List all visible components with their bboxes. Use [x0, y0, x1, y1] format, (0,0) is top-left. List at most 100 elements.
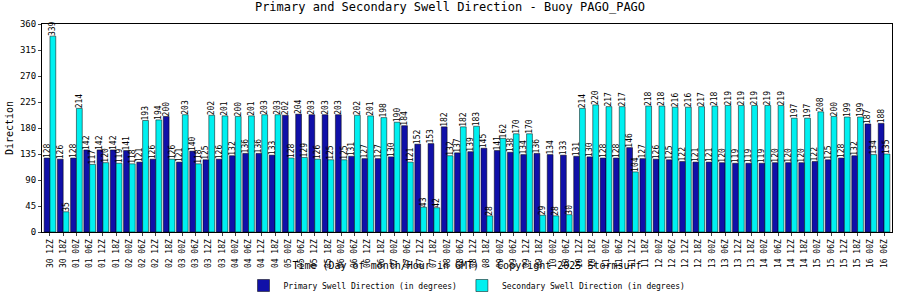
- svg-text:42: 42: [432, 198, 441, 208]
- svg-text:203: 203: [307, 100, 316, 115]
- svg-text:09 06Z: 09 06Z: [509, 239, 518, 268]
- svg-text:30 18Z: 30 18Z: [59, 239, 68, 268]
- svg-text:126: 126: [168, 145, 177, 160]
- svg-text:202: 202: [353, 101, 362, 116]
- svg-text:08 06Z: 08 06Z: [456, 239, 465, 268]
- svg-text:12 00Z: 12 00Z: [655, 239, 664, 268]
- svg-text:119: 119: [731, 149, 740, 164]
- svg-text:214: 214: [75, 94, 84, 109]
- svg-text:270: 270: [20, 71, 36, 81]
- svg-text:03 18Z: 03 18Z: [218, 239, 227, 268]
- svg-text:01 00Z: 01 00Z: [72, 239, 81, 268]
- svg-text:12 06Z: 12 06Z: [668, 239, 677, 268]
- svg-text:120: 120: [784, 148, 793, 163]
- svg-text:03 12Z: 03 12Z: [204, 239, 213, 268]
- svg-text:135: 135: [882, 139, 891, 154]
- svg-text:07 06Z: 07 06Z: [403, 239, 412, 268]
- svg-text:11 12Z: 11 12Z: [628, 239, 637, 268]
- svg-text:02 18Z: 02 18Z: [165, 239, 174, 268]
- svg-text:133: 133: [559, 141, 568, 156]
- svg-text:126: 126: [215, 145, 224, 160]
- svg-text:128: 128: [837, 143, 846, 158]
- svg-text:Time (Day of month/Hour in GMT: Time (Day of month/Hour in GMT) - Copyri…: [292, 260, 641, 271]
- svg-text:15 06Z: 15 06Z: [827, 239, 836, 268]
- svg-text:Primary and Secondary Swell Di: Primary and Secondary Swell Direction - …: [255, 0, 645, 14]
- svg-text:Primary Swell Direction (in de: Primary Swell Direction (in degrees): [284, 282, 457, 291]
- svg-text:11 00Z: 11 00Z: [602, 239, 611, 268]
- svg-text:121: 121: [135, 147, 144, 162]
- svg-text:04 12Z: 04 12Z: [257, 239, 266, 268]
- svg-text:132: 132: [850, 141, 859, 156]
- svg-text:14 00Z: 14 00Z: [761, 239, 770, 268]
- svg-text:145: 145: [479, 134, 488, 149]
- svg-text:03 06Z: 03 06Z: [191, 239, 200, 268]
- svg-text:01 18Z: 01 18Z: [112, 239, 121, 268]
- svg-text:05 00Z: 05 00Z: [284, 239, 293, 268]
- svg-text:104: 104: [631, 157, 640, 172]
- svg-text:117: 117: [88, 150, 97, 165]
- svg-text:190: 190: [393, 108, 402, 123]
- svg-text:136: 136: [532, 139, 541, 154]
- svg-text:30 12Z: 30 12Z: [46, 239, 55, 268]
- svg-text:06 18Z: 06 18Z: [377, 239, 386, 268]
- svg-text:129: 129: [300, 143, 309, 158]
- svg-text:203: 203: [334, 100, 343, 115]
- svg-text:120: 120: [797, 148, 806, 163]
- svg-text:09 12Z: 09 12Z: [522, 239, 531, 268]
- svg-text:203: 203: [321, 100, 330, 115]
- svg-text:219: 219: [777, 91, 786, 106]
- svg-text:170: 170: [525, 119, 534, 134]
- svg-text:134: 134: [869, 140, 878, 155]
- svg-text:08 00Z: 08 00Z: [443, 239, 452, 268]
- svg-text:217: 217: [697, 92, 706, 107]
- svg-text:125: 125: [824, 145, 833, 160]
- svg-text:02 00Z: 02 00Z: [125, 239, 134, 268]
- svg-text:118: 118: [128, 149, 137, 164]
- svg-text:132: 132: [228, 141, 237, 156]
- svg-text:134: 134: [546, 140, 555, 155]
- svg-text:09 00Z: 09 00Z: [496, 239, 505, 268]
- svg-text:193: 193: [141, 106, 150, 121]
- svg-text:125: 125: [201, 145, 210, 160]
- svg-text:121: 121: [691, 147, 700, 162]
- svg-text:16 06Z: 16 06Z: [880, 239, 889, 268]
- svg-text:120: 120: [718, 148, 727, 163]
- svg-text:217: 217: [618, 92, 627, 107]
- svg-text:28: 28: [485, 206, 494, 216]
- svg-text:218: 218: [710, 91, 719, 106]
- svg-text:05 18Z: 05 18Z: [324, 239, 333, 268]
- svg-text:216: 216: [671, 93, 680, 108]
- svg-text:219: 219: [737, 91, 746, 106]
- svg-text:136: 136: [254, 139, 263, 154]
- svg-text:128: 128: [287, 143, 296, 158]
- svg-text:12 12Z: 12 12Z: [681, 239, 690, 268]
- svg-text:197: 197: [803, 104, 812, 119]
- svg-text:131: 131: [347, 142, 356, 157]
- svg-text:119: 119: [744, 149, 753, 164]
- svg-text:136: 136: [241, 139, 250, 154]
- svg-text:139: 139: [466, 137, 475, 152]
- svg-text:135: 135: [20, 149, 36, 159]
- svg-text:130: 130: [387, 142, 396, 157]
- svg-text:180: 180: [20, 123, 36, 133]
- svg-text:120: 120: [101, 148, 110, 163]
- svg-text:45: 45: [25, 201, 36, 211]
- svg-text:125: 125: [340, 145, 349, 160]
- svg-text:13 00Z: 13 00Z: [708, 239, 717, 268]
- svg-text:360: 360: [20, 19, 36, 29]
- svg-text:04 00Z: 04 00Z: [231, 239, 240, 268]
- svg-text:141: 141: [122, 136, 131, 151]
- svg-text:203: 203: [181, 100, 190, 115]
- svg-text:126: 126: [652, 145, 661, 160]
- svg-text:121: 121: [705, 147, 714, 162]
- svg-text:219: 219: [750, 91, 759, 106]
- svg-text:08 18Z: 08 18Z: [482, 239, 491, 268]
- svg-text:14 18Z: 14 18Z: [800, 239, 809, 268]
- svg-text:339: 339: [48, 21, 57, 36]
- svg-text:126: 126: [313, 145, 322, 160]
- svg-text:10 18Z: 10 18Z: [588, 239, 597, 268]
- svg-text:0: 0: [31, 227, 36, 237]
- svg-text:170: 170: [512, 119, 521, 134]
- svg-text:06 00Z: 06 00Z: [337, 239, 346, 268]
- svg-text:10 06Z: 10 06Z: [562, 239, 571, 268]
